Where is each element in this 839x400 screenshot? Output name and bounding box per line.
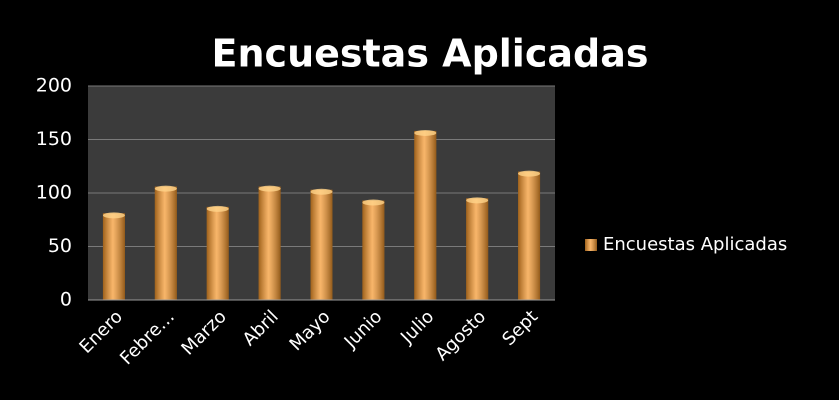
bar-shade xyxy=(310,189,333,300)
bar-cap xyxy=(258,185,281,192)
y-tick-label: 200 xyxy=(36,75,72,97)
bar-cap xyxy=(102,212,125,219)
bar-shade xyxy=(154,186,177,300)
bar-shade xyxy=(518,171,541,300)
y-tick-label: 0 xyxy=(60,289,72,311)
bar-shade xyxy=(414,130,437,300)
y-tick-label: 50 xyxy=(48,235,72,257)
bar-cap xyxy=(310,188,333,195)
legend-label: Encuestas Aplicadas xyxy=(603,234,787,255)
bar-cap xyxy=(518,170,541,177)
y-tick-label: 150 xyxy=(36,128,72,150)
bar-cap xyxy=(414,129,437,136)
y-tick-label: 100 xyxy=(36,182,72,204)
bar-shade xyxy=(258,186,281,300)
bar-cap xyxy=(206,205,229,212)
bar-cap xyxy=(466,197,489,204)
bar-shade xyxy=(102,213,125,300)
bar-cap xyxy=(154,185,177,192)
bar-shade xyxy=(206,206,229,300)
bar-cap xyxy=(362,199,385,206)
bar-shade xyxy=(362,200,385,300)
legend-marker-shade xyxy=(585,239,597,251)
bar-shade xyxy=(466,198,489,300)
chart-title: Encuestas Aplicadas xyxy=(212,32,649,76)
